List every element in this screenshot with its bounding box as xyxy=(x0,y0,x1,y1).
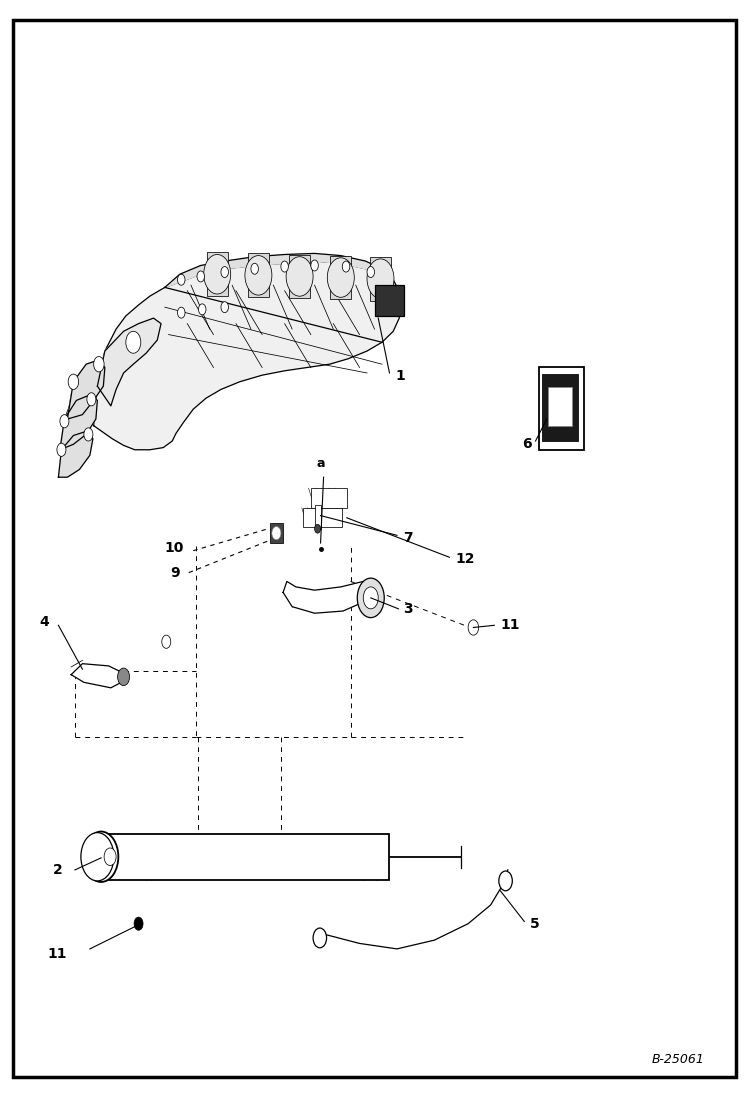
Circle shape xyxy=(60,415,69,428)
Circle shape xyxy=(68,374,79,389)
Polygon shape xyxy=(207,252,228,296)
FancyBboxPatch shape xyxy=(374,285,404,316)
Text: 4: 4 xyxy=(40,615,49,629)
Text: 12: 12 xyxy=(455,553,475,566)
Circle shape xyxy=(315,524,321,533)
FancyBboxPatch shape xyxy=(315,505,321,529)
FancyBboxPatch shape xyxy=(303,508,342,527)
Circle shape xyxy=(84,832,118,882)
Circle shape xyxy=(197,271,204,282)
Circle shape xyxy=(499,871,512,891)
FancyBboxPatch shape xyxy=(542,374,578,441)
Polygon shape xyxy=(248,253,269,297)
Polygon shape xyxy=(94,261,401,450)
Text: B-25061: B-25061 xyxy=(651,1053,704,1066)
Circle shape xyxy=(162,635,171,648)
Text: 11: 11 xyxy=(500,619,520,632)
Text: 2: 2 xyxy=(52,863,62,877)
Text: 10: 10 xyxy=(165,542,184,555)
FancyBboxPatch shape xyxy=(311,488,347,508)
Text: 1: 1 xyxy=(395,370,405,383)
Polygon shape xyxy=(330,256,351,299)
Circle shape xyxy=(87,393,96,406)
Polygon shape xyxy=(283,581,371,613)
Polygon shape xyxy=(58,431,93,477)
Circle shape xyxy=(84,428,93,441)
Circle shape xyxy=(94,357,104,372)
Circle shape xyxy=(363,587,378,609)
Text: 9: 9 xyxy=(170,566,180,579)
Text: a: a xyxy=(316,456,325,470)
Circle shape xyxy=(272,527,281,540)
Circle shape xyxy=(57,443,66,456)
Circle shape xyxy=(221,267,228,278)
Circle shape xyxy=(367,267,374,278)
Circle shape xyxy=(342,261,350,272)
Text: 3: 3 xyxy=(403,602,413,615)
Polygon shape xyxy=(165,253,401,302)
Circle shape xyxy=(367,259,394,298)
Circle shape xyxy=(357,578,384,618)
Circle shape xyxy=(178,307,185,318)
Circle shape xyxy=(134,917,143,930)
FancyBboxPatch shape xyxy=(270,523,283,543)
Circle shape xyxy=(81,833,114,881)
Polygon shape xyxy=(97,318,161,406)
Circle shape xyxy=(286,257,313,296)
FancyBboxPatch shape xyxy=(548,387,572,426)
Circle shape xyxy=(468,620,479,635)
Polygon shape xyxy=(370,257,391,301)
Circle shape xyxy=(313,928,327,948)
Circle shape xyxy=(251,263,258,274)
Text: 5: 5 xyxy=(530,917,540,930)
Polygon shape xyxy=(289,255,310,298)
FancyBboxPatch shape xyxy=(101,834,389,880)
FancyBboxPatch shape xyxy=(539,367,584,450)
Circle shape xyxy=(327,258,354,297)
Text: 6: 6 xyxy=(522,438,532,451)
Circle shape xyxy=(245,256,272,295)
Circle shape xyxy=(281,261,288,272)
Circle shape xyxy=(104,848,116,866)
Circle shape xyxy=(204,255,231,294)
Polygon shape xyxy=(60,395,97,450)
Circle shape xyxy=(198,304,206,315)
Polygon shape xyxy=(71,664,121,688)
Circle shape xyxy=(311,260,318,271)
Polygon shape xyxy=(67,360,105,419)
Circle shape xyxy=(126,331,141,353)
Circle shape xyxy=(178,274,185,285)
Circle shape xyxy=(118,668,130,686)
Text: 11: 11 xyxy=(48,948,67,961)
Circle shape xyxy=(221,302,228,313)
Text: 7: 7 xyxy=(403,531,413,544)
